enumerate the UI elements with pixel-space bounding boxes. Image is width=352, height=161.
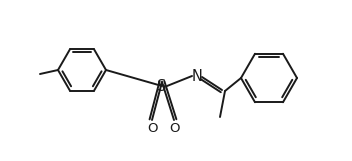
Text: O: O [147, 122, 157, 135]
Text: O: O [169, 122, 179, 135]
Text: N: N [191, 68, 202, 84]
Text: S: S [157, 79, 167, 94]
